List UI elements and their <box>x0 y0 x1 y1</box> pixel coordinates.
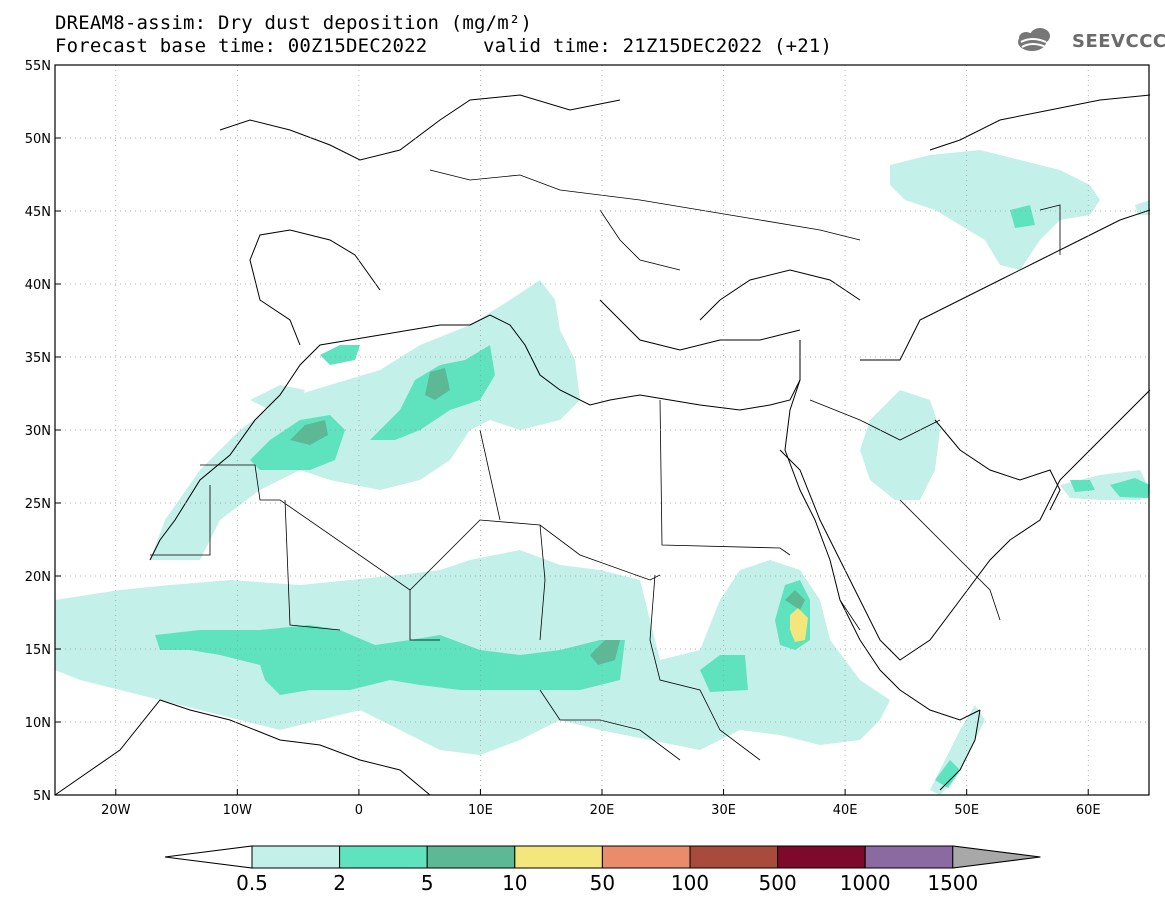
colorbar-label: 1500 <box>927 871 978 895</box>
lon-label: 20W <box>101 803 131 818</box>
colorbar-label: 10 <box>502 871 527 895</box>
colorbar-lower-extension <box>164 845 253 869</box>
colorbar-swatch <box>601 845 691 869</box>
lat-label: 40N <box>25 278 51 293</box>
graticule <box>55 65 1149 795</box>
colorbar-label: 50 <box>590 871 615 895</box>
lon-label: 60E <box>1076 803 1101 818</box>
colorbar-upper-extension <box>952 845 1041 869</box>
lon-label: 40E <box>833 803 858 818</box>
valid-time: valid time: 21Z15DEC2022 (+21) <box>483 35 833 57</box>
coastlines <box>54 94 1151 796</box>
lon-label: 30E <box>711 803 736 818</box>
colorbar-label: 5 <box>421 871 434 895</box>
colorbar-label: 1000 <box>840 871 891 895</box>
colorbar-swatch <box>426 845 516 869</box>
forecast-base-time: Forecast base time: 00Z15DEC2022 <box>55 35 428 57</box>
lat-label: 30N <box>25 424 51 439</box>
lat-label: 45N <box>25 205 51 220</box>
colorbar-swatch <box>864 845 954 869</box>
logo-text: SEEVCCC <box>1072 31 1165 52</box>
lat-label: 5N <box>33 789 51 804</box>
lon-label: 10W <box>223 803 253 818</box>
lat-label: 25N <box>25 497 51 512</box>
lon-label: 10E <box>468 803 493 818</box>
lat-label: 55N <box>25 59 51 74</box>
colorbar-swatch <box>251 845 341 869</box>
colorbar-label: 100 <box>671 871 709 895</box>
lon-label: 20E <box>590 803 615 818</box>
map-title: DREAM8-assim: Dry dust deposition (mg/m²… <box>55 12 533 34</box>
lon-label: 0 <box>355 803 363 818</box>
lat-label: 50N <box>25 132 51 147</box>
lon-label: 50E <box>954 803 979 818</box>
colorbar-swatch <box>339 845 428 869</box>
colorbar: 0.5 2 5 10 50 100 500 1000 1500 <box>164 845 1041 895</box>
longitude-labels: 20W 10W 0 10E 20E 30E 40E 50E 60E <box>101 789 1101 818</box>
colorbar-label: 500 <box>759 871 797 895</box>
colorbar-label: 2 <box>333 871 346 895</box>
latitude-labels: 55N 50N 45N 40N 35N 30N 25N 20N 15N 10N 5N <box>25 59 61 804</box>
country-borders <box>150 169 1061 761</box>
lat-label: 35N <box>25 351 51 366</box>
colorbar-label: 0.5 <box>236 871 268 895</box>
dust-deposition-shading <box>55 150 1150 795</box>
seevccc-logo <box>1018 28 1050 51</box>
colorbar-swatch <box>689 845 779 869</box>
lat-label: 20N <box>25 570 51 585</box>
lat-label: 15N <box>25 643 51 658</box>
colorbar-swatch <box>514 845 603 869</box>
colorbar-swatch <box>777 845 866 869</box>
lat-label: 10N <box>25 716 51 731</box>
